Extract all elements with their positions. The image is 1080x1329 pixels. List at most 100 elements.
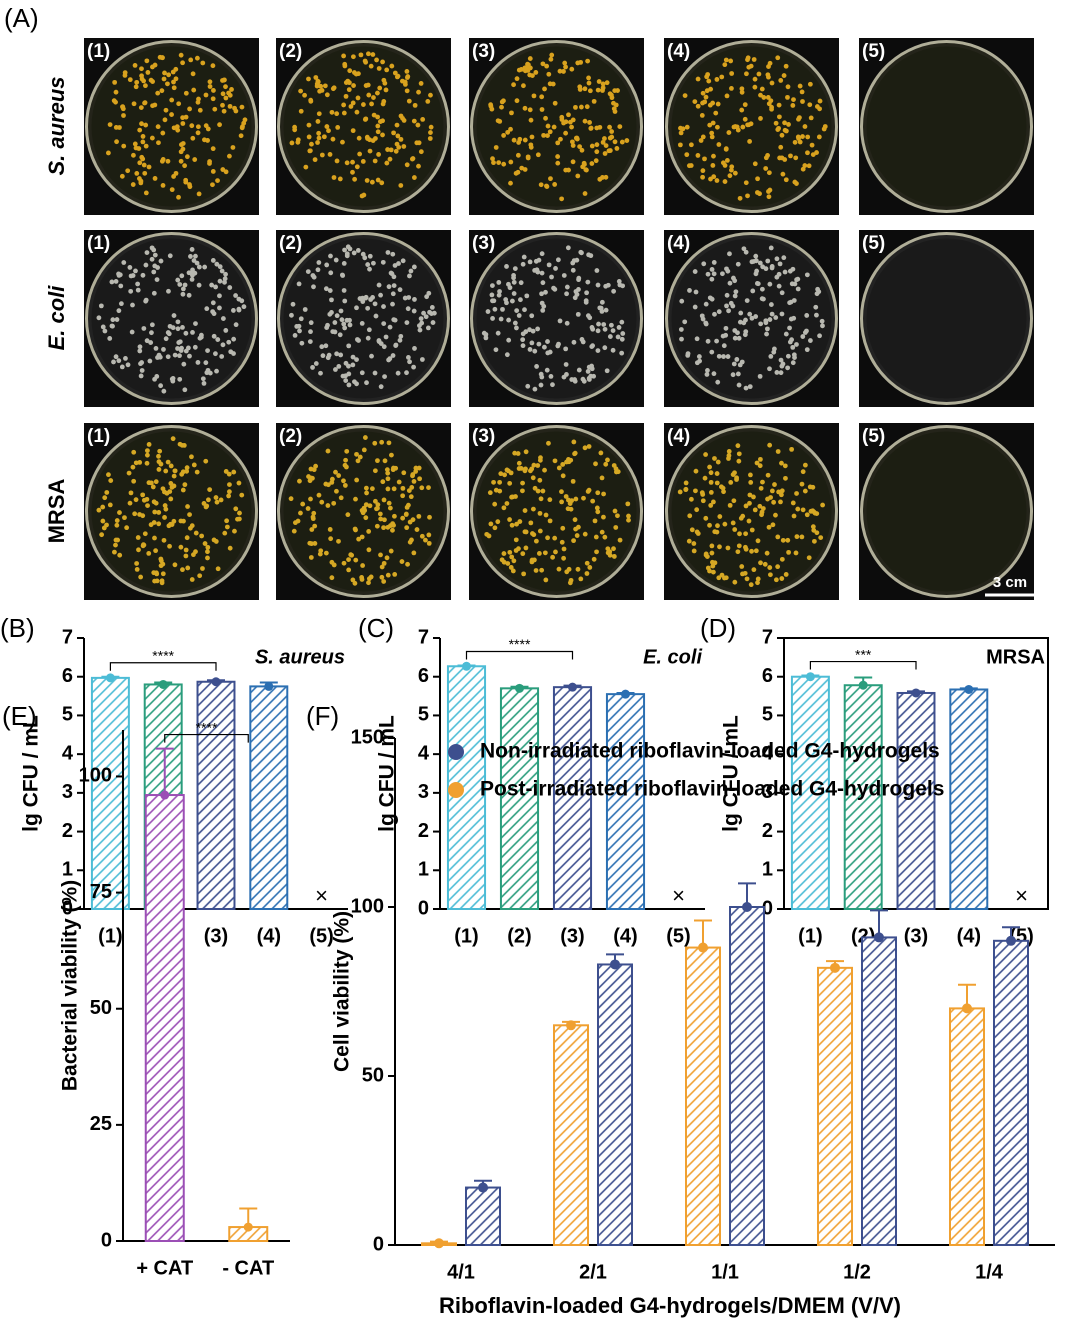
- colony: [203, 458, 209, 464]
- colony: [210, 63, 216, 69]
- colony: [586, 75, 591, 81]
- colony: [597, 124, 603, 130]
- colony: [329, 575, 335, 581]
- colony: [766, 64, 771, 69]
- colony: [613, 525, 619, 530]
- colony: [129, 329, 135, 335]
- colony: [371, 112, 377, 118]
- colony: [759, 86, 765, 92]
- colony: [183, 90, 189, 96]
- colony: [154, 374, 160, 379]
- colony: [350, 577, 356, 583]
- colony: [152, 509, 158, 515]
- colony: [773, 577, 779, 583]
- colony: [202, 137, 207, 143]
- colony: [732, 278, 738, 284]
- colony: [583, 299, 589, 305]
- colony: [217, 305, 222, 311]
- colony: [768, 495, 773, 500]
- colony: [567, 501, 573, 506]
- colony: [590, 326, 596, 332]
- colony: [204, 503, 210, 509]
- colony: [135, 281, 141, 287]
- plate-label: (3): [472, 233, 495, 254]
- colony: [563, 130, 569, 136]
- colony: [677, 489, 683, 495]
- colony: [514, 98, 520, 104]
- colony: [603, 461, 609, 467]
- colony: [350, 100, 356, 106]
- colony: [237, 510, 242, 516]
- colony: [182, 163, 188, 169]
- colony: [211, 333, 217, 339]
- y-axis-label: Cell viability (%): [331, 911, 354, 1072]
- colony: [599, 529, 605, 535]
- colony: [298, 510, 303, 516]
- colony: [236, 306, 242, 312]
- colony: [743, 503, 749, 509]
- colony: [362, 58, 368, 64]
- colony: [571, 538, 576, 544]
- colony: [795, 506, 801, 512]
- colony: [292, 127, 298, 133]
- colony: [792, 355, 797, 360]
- colony: [611, 288, 617, 294]
- colony: [325, 355, 331, 361]
- colony: [501, 161, 507, 167]
- colony: [537, 528, 543, 534]
- colony: [730, 520, 736, 526]
- colony: [490, 316, 495, 321]
- bar: [861, 936, 897, 1246]
- colony: [296, 281, 302, 287]
- colony: [307, 148, 313, 154]
- bar: [597, 963, 633, 1247]
- colony: [715, 124, 720, 130]
- colony: [712, 456, 717, 461]
- colony: [215, 566, 221, 572]
- colony: [785, 537, 791, 543]
- colony: [595, 328, 601, 334]
- colony: [185, 504, 190, 509]
- colony: [763, 166, 769, 171]
- colony: [509, 298, 515, 304]
- colony: [113, 278, 119, 284]
- colony: [149, 322, 155, 328]
- colony: [792, 139, 798, 145]
- colony: [786, 549, 791, 555]
- colony: [128, 273, 134, 279]
- colony: [309, 141, 314, 147]
- colony: [182, 482, 188, 488]
- colony: [521, 571, 527, 577]
- colony: [537, 457, 543, 463]
- colony: [119, 173, 125, 179]
- colony: [195, 130, 201, 136]
- colony: [404, 68, 410, 74]
- colony: [511, 137, 517, 143]
- colony: [727, 173, 733, 179]
- colony: [172, 468, 178, 474]
- mean-dot: [105, 673, 115, 683]
- colony: [184, 154, 190, 160]
- colony: [765, 72, 771, 78]
- colony: [146, 550, 152, 556]
- colony: [167, 323, 173, 329]
- colony: [724, 93, 730, 99]
- colony: [594, 549, 599, 555]
- x-tick-label: + CAT: [136, 1257, 193, 1279]
- colony: [483, 335, 489, 341]
- colony: [328, 270, 334, 276]
- colony: [178, 52, 184, 58]
- colony: [573, 496, 579, 502]
- colony: [609, 129, 615, 134]
- colony: [529, 134, 535, 140]
- colony: [699, 490, 705, 496]
- colony: [196, 96, 201, 102]
- colony: [735, 443, 741, 449]
- colony: [700, 316, 706, 322]
- colony: [584, 560, 590, 566]
- colony: [572, 450, 578, 456]
- colony: [177, 282, 183, 287]
- colony: [382, 517, 387, 523]
- colony: [113, 537, 119, 543]
- colony: [809, 142, 815, 148]
